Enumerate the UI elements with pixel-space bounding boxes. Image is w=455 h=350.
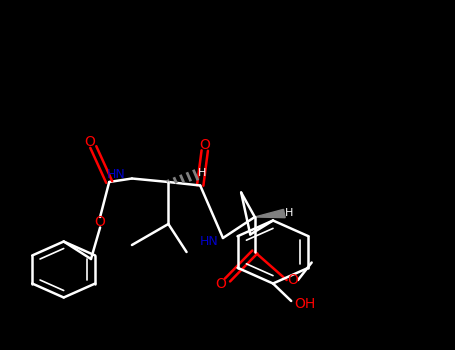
Text: HN: HN [106,168,126,182]
Text: O: O [215,276,226,290]
Text: O: O [84,135,95,149]
Polygon shape [255,209,285,218]
Text: HN: HN [200,235,219,248]
Text: O: O [199,138,210,152]
Text: O: O [95,215,106,229]
Text: OH: OH [294,298,315,312]
Text: H: H [285,209,293,218]
Text: H: H [198,168,207,178]
Text: O: O [287,273,298,287]
